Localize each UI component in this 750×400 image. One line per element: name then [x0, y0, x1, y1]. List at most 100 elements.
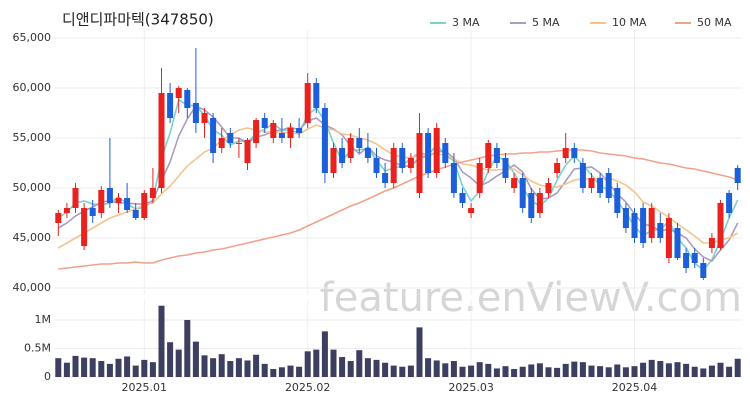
ma-line — [57, 124, 739, 249]
volume-bar — [364, 358, 371, 377]
volume-bar — [588, 365, 595, 377]
candle-body — [373, 158, 380, 173]
volume-bar — [347, 361, 354, 377]
volume-bar — [373, 359, 380, 377]
candle-body — [622, 208, 629, 228]
candle-body — [296, 128, 303, 133]
volume-bar — [631, 366, 638, 377]
candle-body — [124, 198, 131, 210]
candle-body — [287, 128, 294, 138]
candle-body — [184, 90, 191, 108]
volume-bar — [571, 361, 578, 377]
candle-body — [717, 203, 724, 248]
candle-body — [485, 143, 492, 168]
y-tick-label: 60,000 — [13, 81, 52, 94]
volume-bar — [399, 366, 406, 377]
volume-bar — [184, 319, 191, 377]
volume-bar — [261, 363, 268, 377]
volume-bar — [158, 305, 165, 377]
candle-body — [321, 108, 328, 173]
candle-body — [330, 148, 337, 173]
volume-bar — [407, 365, 414, 377]
candle-body — [175, 88, 182, 98]
candle-body — [63, 208, 70, 213]
volume-bar — [149, 362, 156, 377]
volume-bar — [579, 362, 586, 377]
volume-bar — [167, 342, 174, 377]
volume-bar — [175, 349, 182, 377]
candle-body — [81, 208, 88, 246]
candle-body — [132, 210, 139, 218]
volume-bar — [734, 358, 741, 377]
candle-body — [674, 228, 681, 258]
candle-body — [356, 138, 363, 148]
candle-body — [631, 213, 638, 238]
volume-bar — [115, 358, 122, 377]
volume-bar — [554, 367, 561, 377]
volume-bar — [468, 365, 475, 377]
candle-body — [89, 208, 96, 216]
candle-body — [665, 218, 672, 258]
legend-label: 3 MA — [452, 16, 480, 29]
candle-body — [468, 208, 475, 213]
volume-bar — [657, 361, 664, 377]
volume-bar — [106, 363, 113, 377]
candle-body — [313, 83, 320, 108]
candle-body — [683, 253, 690, 268]
candle-body — [390, 148, 397, 183]
candle-body — [167, 93, 174, 118]
volume-bar — [476, 362, 483, 377]
ma-line — [57, 104, 739, 262]
volume-bar — [89, 358, 96, 377]
volume-bar — [63, 362, 70, 377]
candle-body — [304, 83, 311, 123]
legend-label: 10 MA — [612, 16, 647, 29]
volume-bar — [717, 362, 724, 377]
volume-bar — [726, 366, 733, 377]
volume-bar — [244, 360, 251, 377]
candle-body — [502, 158, 509, 178]
candle-body — [235, 143, 242, 144]
candle-body — [700, 263, 707, 278]
candle-body — [425, 133, 432, 173]
volume-bar — [210, 358, 217, 377]
candle-body — [158, 93, 165, 188]
ma-line — [58, 149, 738, 270]
candle-body — [519, 178, 526, 208]
candle-body — [597, 178, 604, 193]
volume-bar — [278, 367, 285, 377]
candle-body — [399, 148, 406, 168]
candle-body — [55, 213, 62, 223]
candle-body — [72, 188, 79, 208]
volume-bar — [425, 358, 432, 377]
volume-bar — [330, 349, 337, 377]
y-tick-label: 40,000 — [13, 281, 52, 294]
candle-body — [657, 223, 664, 238]
candle-body — [708, 238, 715, 248]
candle-body — [244, 140, 251, 163]
volume-bar — [141, 359, 148, 377]
candle-body — [450, 163, 457, 193]
x-tick-label: 2025.02 — [285, 381, 331, 394]
candle-body — [554, 163, 561, 173]
candle-body — [210, 118, 217, 153]
candle-body — [614, 188, 621, 213]
y-tick-label: 55,000 — [13, 131, 52, 144]
volume-bar — [382, 362, 389, 377]
volume-bar — [665, 363, 672, 377]
candle-body — [545, 183, 552, 193]
candle-body — [588, 178, 595, 188]
volume-bar — [227, 361, 234, 377]
candle-body — [270, 123, 277, 138]
volume-bar — [287, 365, 294, 377]
x-tick-label: 2025.04 — [612, 381, 658, 394]
y-tick-label: 45,000 — [13, 231, 52, 244]
volume-bar — [614, 364, 621, 377]
volume-tick-label: 0.5M — [24, 341, 51, 354]
candle-body — [648, 208, 655, 238]
candle-body — [364, 148, 371, 158]
candle-body — [605, 173, 612, 198]
candle-body — [691, 253, 698, 263]
candle-body — [493, 148, 500, 163]
